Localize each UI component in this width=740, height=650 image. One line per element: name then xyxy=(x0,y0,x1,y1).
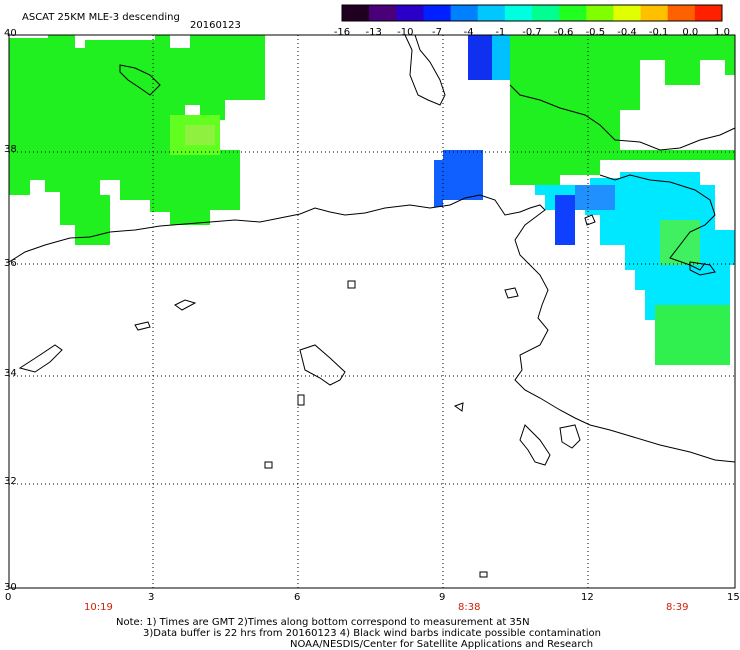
pass-time-label: 8:39 xyxy=(666,602,688,613)
lat-label: 32 xyxy=(4,476,17,487)
lat-label: 36 xyxy=(4,258,17,269)
colorbar-tick-label: -0.1 xyxy=(649,27,669,38)
map-plot: 40 38 36 34 32 30 0 3 6 9 12 15 10:19 8:… xyxy=(4,28,740,613)
data-region-cyan-north xyxy=(492,35,510,80)
colorbar-swatch xyxy=(396,5,424,21)
data-region-mid-blue-east xyxy=(575,185,615,210)
colorbar-swatch xyxy=(342,5,370,21)
lat-label: 38 xyxy=(4,144,17,155)
footnotes: Note: 1) Times are GMT 2)Times along bot… xyxy=(116,617,601,650)
data-region-light-green xyxy=(185,125,215,145)
colorbar-tick-label: 1.0 xyxy=(714,27,730,38)
colorbar-swatch xyxy=(559,5,587,21)
map-date: 20160123 xyxy=(190,20,241,31)
lon-label: 9 xyxy=(439,592,445,603)
colorbar-swatch xyxy=(450,5,479,21)
lat-label: 34 xyxy=(4,368,17,379)
pass-time-label: 8:38 xyxy=(458,602,480,613)
colorbar-swatch xyxy=(667,5,696,21)
colorbar-tick-label: -4 xyxy=(464,27,474,38)
lon-label: 12 xyxy=(581,592,594,603)
lon-label: 15 xyxy=(727,592,740,603)
colorbar-swatch xyxy=(613,5,642,21)
lon-labels: 0 3 6 9 12 15 xyxy=(5,592,740,603)
data-region-blue-east xyxy=(555,195,575,245)
footnote-line-1: Note: 1) Times are GMT 2)Times along bot… xyxy=(116,617,530,628)
data-cells xyxy=(9,35,735,365)
colorbar-tick-label: -1 xyxy=(495,27,505,38)
data-region-central-blue xyxy=(434,150,483,207)
colorbar-tick-label: -0.7 xyxy=(522,27,542,38)
colorbar-tick-label: -0.6 xyxy=(554,27,574,38)
colorbar-swatch xyxy=(694,5,723,21)
colorbar-swatch xyxy=(423,5,452,21)
data-region-green-east xyxy=(660,220,700,265)
lon-label: 6 xyxy=(294,592,300,603)
colorbar-swatch xyxy=(640,5,669,21)
colorbar-tick-label: -10 xyxy=(397,27,413,38)
colorbar-swatch xyxy=(586,5,614,21)
map-frame xyxy=(8,34,736,589)
data-region-northwest xyxy=(9,35,265,245)
data-region-blue-north xyxy=(468,35,493,80)
map-grid xyxy=(9,35,735,588)
data-region-northeast xyxy=(468,35,735,185)
colorbar-swatch xyxy=(504,5,533,21)
colorbar-tick-label: 0.0 xyxy=(682,27,698,38)
colorbar-swatch xyxy=(532,5,560,21)
colorbar-tick-label: -16 xyxy=(334,27,350,38)
colorbar-tick-label: -0.5 xyxy=(586,27,606,38)
lon-label: 0 xyxy=(5,592,11,603)
colorbar-tick-label: -13 xyxy=(365,27,381,38)
colorbar-swatch xyxy=(369,5,397,21)
lat-label: 30 xyxy=(4,582,17,593)
map-title: ASCAT 25KM MLE-3 descending xyxy=(22,12,180,23)
pass-times: 10:19 8:38 8:39 xyxy=(84,602,688,613)
data-region-green-south xyxy=(655,305,730,365)
colorbar-tick-label: -0.4 xyxy=(617,27,637,38)
lat-labels: 40 38 36 34 32 30 xyxy=(4,28,17,593)
colorbar-tick-label: -7 xyxy=(432,27,442,38)
footnote-line-2: 3)Data buffer is 22 hrs from 20160123 4)… xyxy=(143,628,601,639)
footnote-line-3: NOAA/NESDIS/Center for Satellite Applica… xyxy=(290,639,593,650)
colorbar: -16 -13 -10 -7 -4 -1 -0.7 -0.6 -0.5 -0.4 -0.1 0.0 1.… xyxy=(334,4,730,38)
lon-label: 3 xyxy=(148,592,154,603)
coastlines xyxy=(8,34,736,578)
lat-label: 40 xyxy=(4,28,17,39)
pass-time-label: 10:19 xyxy=(84,602,113,613)
colorbar-swatch xyxy=(477,5,506,21)
